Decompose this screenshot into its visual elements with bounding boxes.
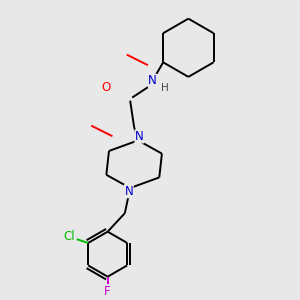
Text: O: O [101, 81, 110, 94]
Text: N: N [135, 130, 144, 143]
Text: F: F [104, 285, 111, 298]
Text: N: N [124, 185, 133, 198]
Text: H: H [161, 83, 168, 93]
Text: Cl: Cl [63, 230, 75, 243]
Text: N: N [148, 74, 157, 87]
